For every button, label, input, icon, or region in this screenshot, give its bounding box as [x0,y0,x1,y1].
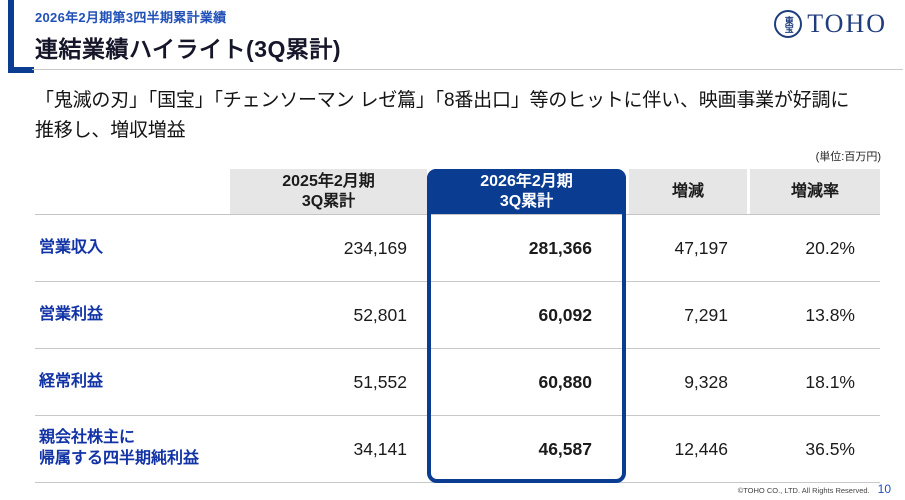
value-change-rate: 36.5% [805,438,855,459]
column-header-prev-period: 2025年2月期 3Q累計 [230,169,427,214]
table-row: 経常利益 51,552 60,880 9,328 18.1% [35,349,880,416]
row-label: 営業収入 [39,238,104,256]
row-label: 営業利益 [39,305,104,323]
value-current: 60,092 [538,304,592,325]
toho-emblem-icon: 東宝 [774,10,803,38]
left-accent-bar [8,0,14,73]
table-row: 営業収入 234,169 281,366 47,197 20.2% [35,215,880,282]
row-label: 親会社株主に 帰属する四半期純利益 [39,429,200,467]
lead-text: 「鬼滅の刃」「国宝」「チェンソーマン レゼ篇」「8番出口」等のヒットに伴い、映画… [35,90,850,141]
table-row: 親会社株主に 帰属する四半期純利益 34,141 46,587 12,446 3… [35,416,880,483]
column-header-change-rate: 増減率 [747,169,880,214]
value-change: 7,291 [684,304,728,325]
value-current: 46,587 [538,438,592,459]
value-change: 12,446 [674,438,728,459]
value-change: 9,328 [684,371,728,392]
value-change-rate: 18.1% [805,371,855,392]
table-row: 営業利益 52,801 60,092 7,291 13.8% [35,282,880,349]
value-prev: 51,552 [353,371,407,392]
column-header-current-period: 2026年2月期 3Q累計 [427,169,626,214]
toho-wordmark: TOHO [807,9,887,38]
left-accent-bar-foot [8,67,34,73]
page-title: 連結業績ハイライト(3Q累計) [35,36,342,62]
copyright-text: ©TOHO CO., LTD. All Rights Reserved. [737,486,870,495]
footer: ©TOHO CO., LTD. All Rights Reserved. 10 [738,482,891,496]
header-divider [32,69,903,70]
slide-eyebrow: 2026年2月期第3四半期累計業績 [35,10,227,25]
row-label: 経常利益 [39,372,104,390]
column-header-blank [35,169,230,214]
value-prev: 34,141 [353,438,407,459]
toho-emblem-text: 東宝 [783,16,794,32]
value-change: 47,197 [674,237,728,258]
page-number: 10 [877,482,891,496]
value-change-rate: 20.2% [805,237,855,258]
value-prev: 234,169 [343,237,407,258]
toho-logo: 東宝 TOHO [774,9,887,39]
value-prev: 52,801 [353,304,407,325]
header: 2026年2月期第3四半期累計業績 連結業績ハイライト(3Q累計) [35,7,341,64]
financial-highlights-table: 2025年2月期 3Q累計 2026年2月期 3Q累計 増減 増減率 営業収入 … [35,169,880,483]
column-header-change: 増減 [626,169,747,214]
unit-note: (単位:百万円) [815,151,881,163]
table-header-row: 2025年2月期 3Q累計 2026年2月期 3Q累計 増減 増減率 [35,169,880,215]
value-current: 60,880 [538,371,592,392]
value-change-rate: 13.8% [805,304,855,325]
value-current: 281,366 [528,237,592,258]
